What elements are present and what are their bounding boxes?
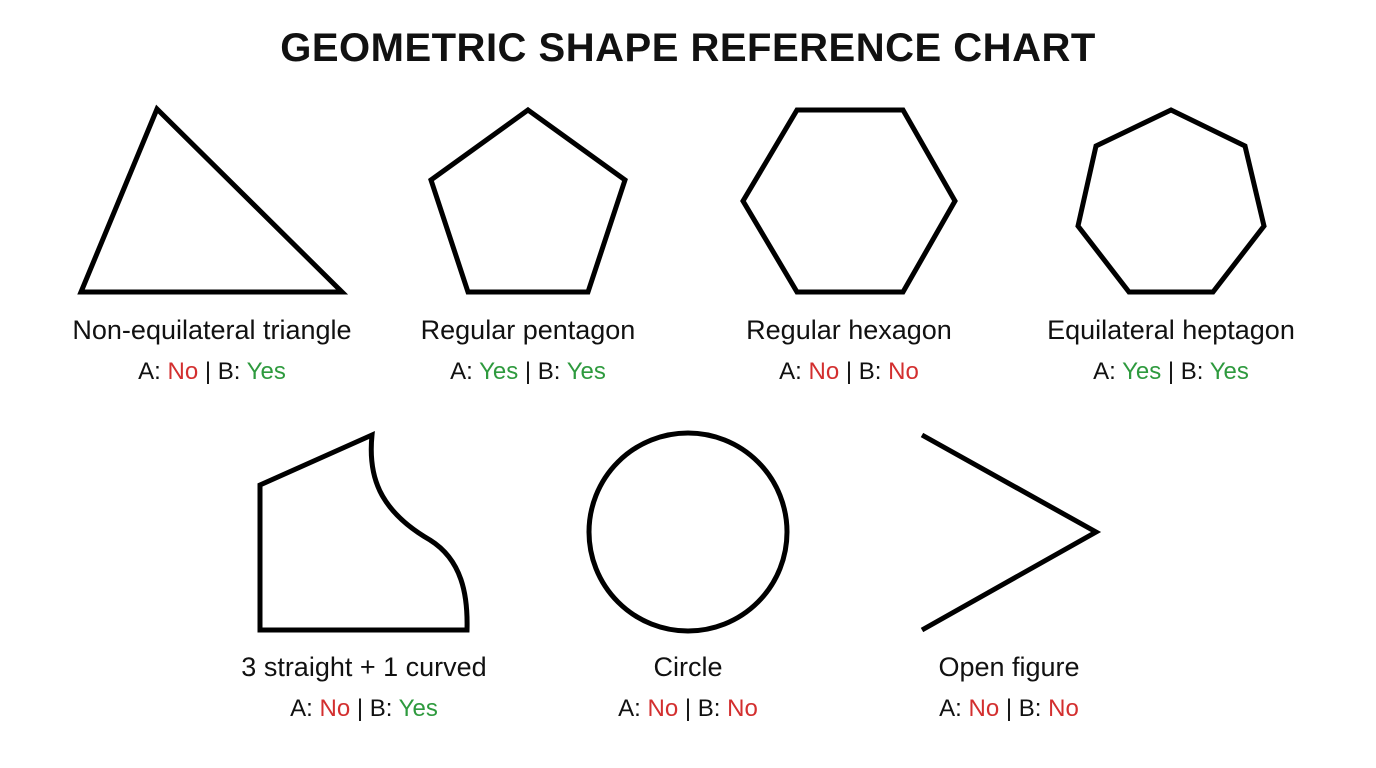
verdict-a: No (808, 358, 840, 385)
shape-label: Regular hexagon (746, 315, 952, 345)
verdict-b: No (727, 695, 758, 722)
prefix-b: | B: (999, 695, 1049, 722)
shape-label: Regular pentagon (420, 315, 636, 345)
prefix-a: A: (450, 358, 480, 385)
shape-label: Open figure (938, 652, 1080, 682)
shape-verdict: A: No | B: Yes (184, 695, 544, 723)
open-figure-shape (920, 432, 1102, 633)
prefix-a: A: (290, 695, 320, 722)
prefix-b: | B: (198, 358, 247, 385)
verdict-b: No (1048, 695, 1079, 722)
prefix-a: A: (138, 358, 168, 385)
verdict-b: Yes (398, 695, 438, 722)
verdict-b: Yes (566, 358, 606, 385)
shape-verdict: A: Yes | B: Yes (348, 358, 708, 386)
shape-label: 3 straight + 1 curved (241, 652, 487, 682)
shape-verdict: A: No | B: No (508, 695, 868, 723)
verdict-a: No (167, 358, 199, 385)
prefix-b: | B: (350, 695, 399, 722)
verdict-a: Yes (479, 358, 519, 385)
shape-verdict: A: No | B: Yes (32, 358, 392, 386)
prefix-b: | B: (678, 695, 728, 722)
prefix-b: | B: (1161, 358, 1210, 385)
shape-verdict: A: No | B: No (669, 358, 1029, 386)
prefix-a: A: (779, 358, 809, 385)
verdict-a: No (647, 695, 679, 722)
verdict-b: No (888, 358, 919, 385)
pentagon-shape (428, 106, 628, 295)
triangle-shape (77, 104, 349, 295)
curved-shape (257, 430, 470, 633)
prefix-a: A: (1093, 358, 1123, 385)
verdict-a: No (968, 695, 1000, 722)
prefix-b: | B: (518, 358, 567, 385)
shape-label: Non-equilateral triangle (72, 315, 352, 345)
verdict-a: Yes (1122, 358, 1162, 385)
verdict-b: Yes (246, 358, 286, 385)
heptagon-shape (1075, 107, 1267, 295)
hexagon-shape (740, 107, 958, 295)
verdict-b: Yes (1209, 358, 1249, 385)
shape-label: Circle (653, 652, 723, 682)
shape-verdict: A: No | B: No (829, 695, 1189, 723)
verdict-a: No (319, 695, 351, 722)
shape-verdict: A: Yes | B: Yes (991, 358, 1351, 386)
shape-label: Equilateral heptagon (1047, 315, 1295, 345)
circle-shape (586, 430, 790, 634)
prefix-a: A: (939, 695, 969, 722)
prefix-a: A: (618, 695, 648, 722)
chart-title: GEOMETRIC SHAPE REFERENCE CHART (280, 26, 1096, 70)
prefix-b: | B: (839, 358, 889, 385)
